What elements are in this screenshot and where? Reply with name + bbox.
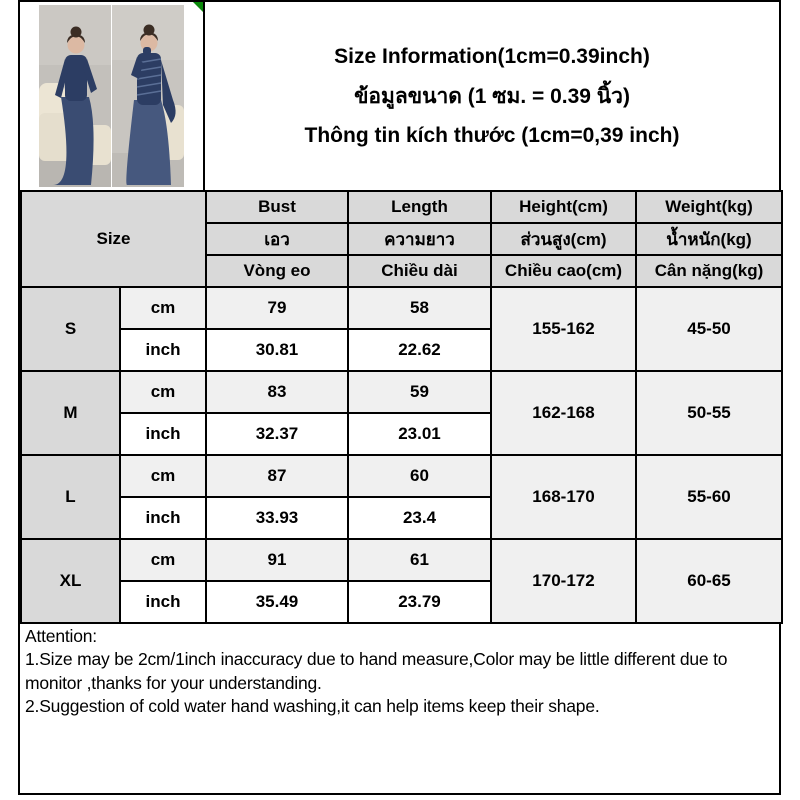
header-bust-th: เอว (205, 222, 349, 256)
cell-m-length-inch: 23.01 (347, 412, 492, 456)
cell-l-length-cm: 60 (347, 454, 492, 498)
size-label-m: M (20, 370, 121, 456)
product-photo (39, 5, 184, 187)
title-vietnamese: Thông tin kích thước (1cm=0,39 inch) (304, 123, 680, 147)
unit-inch-m: inch (119, 412, 207, 456)
unit-cm-xl: cm (119, 538, 207, 582)
header-bust-en: Bust (205, 190, 349, 224)
title-thai: ข้อมูลขนาด (1 ซม. = 0.39 นิ้ว) (354, 84, 630, 108)
size-label-xl: XL (20, 538, 121, 624)
unit-inch-s: inch (119, 328, 207, 372)
top-section: Size Information(1cm=0.39inch) ข้อมูลขนา… (20, 2, 779, 190)
cell-l-weight: 55-60 (635, 454, 783, 540)
cell-s-height: 155-162 (490, 286, 637, 372)
cell-l-length-inch: 23.4 (347, 496, 492, 540)
unit-cm-m: cm (119, 370, 207, 414)
attention-note-2: 2.Suggestion of cold water hand washing,… (25, 695, 600, 716)
header-height-th: ส่วนสูง(cm) (490, 222, 637, 256)
cell-xl-length-inch: 23.79 (347, 580, 492, 624)
unit-cm-l: cm (119, 454, 207, 498)
unit-inch-xl: inch (119, 580, 207, 624)
attention-section: Attention: 1.Size may be 2cm/1inch inacc… (20, 624, 779, 793)
cell-xl-length-cm: 61 (347, 538, 492, 582)
size-label-l: L (20, 454, 121, 540)
cell-s-bust-inch: 30.81 (205, 328, 349, 372)
size-label-s: S (20, 286, 121, 372)
cell-m-bust-inch: 32.37 (205, 412, 349, 456)
cell-m-height: 162-168 (490, 370, 637, 456)
header-height-vi: Chiều cao(cm) (490, 254, 637, 288)
cell-s-length-inch: 22.62 (347, 328, 492, 372)
cell-xl-bust-cm: 91 (205, 538, 349, 582)
header-length-vi: Chiều dài (347, 254, 492, 288)
cell-m-length-cm: 59 (347, 370, 492, 414)
cell-m-bust-cm: 83 (205, 370, 349, 414)
green-corner-marker (193, 2, 203, 12)
cell-s-length-cm: 58 (347, 286, 492, 330)
attention-heading: Attention: (25, 626, 97, 646)
header-bust-vi: Vòng eo (205, 254, 349, 288)
title-english: Size Information(1cm=0.39inch) (334, 44, 650, 68)
header-weight-en: Weight(kg) (635, 190, 783, 224)
cell-s-weight: 45-50 (635, 286, 783, 372)
cell-xl-bust-inch: 35.49 (205, 580, 349, 624)
size-table: Size Bust Length Height(cm) Weight(kg) เ… (20, 190, 783, 624)
cell-xl-weight: 60-65 (635, 538, 783, 624)
attention-note-1: 1.Size may be 2cm/1inch inaccuracy due t… (25, 649, 728, 693)
cell-l-bust-inch: 33.93 (205, 496, 349, 540)
cell-xl-height: 170-172 (490, 538, 637, 624)
title-block: Size Information(1cm=0.39inch) ข้อมูลขนา… (205, 2, 779, 190)
header-length-th: ความยาว (347, 222, 492, 256)
cell-m-weight: 50-55 (635, 370, 783, 456)
header-height-en: Height(cm) (490, 190, 637, 224)
size-corner-label: Size (20, 190, 207, 288)
unit-inch-l: inch (119, 496, 207, 540)
product-photo-cell (20, 2, 205, 190)
cell-l-bust-cm: 87 (205, 454, 349, 498)
header-weight-th: น้ำหนัก(kg) (635, 222, 783, 256)
cell-l-height: 168-170 (490, 454, 637, 540)
size-chart-frame: Size Information(1cm=0.39inch) ข้อมูลขนา… (18, 0, 783, 795)
header-length-en: Length (347, 190, 492, 224)
unit-cm-s: cm (119, 286, 207, 330)
cell-s-bust-cm: 79 (205, 286, 349, 330)
header-weight-vi: Cân nặng(kg) (635, 254, 783, 288)
